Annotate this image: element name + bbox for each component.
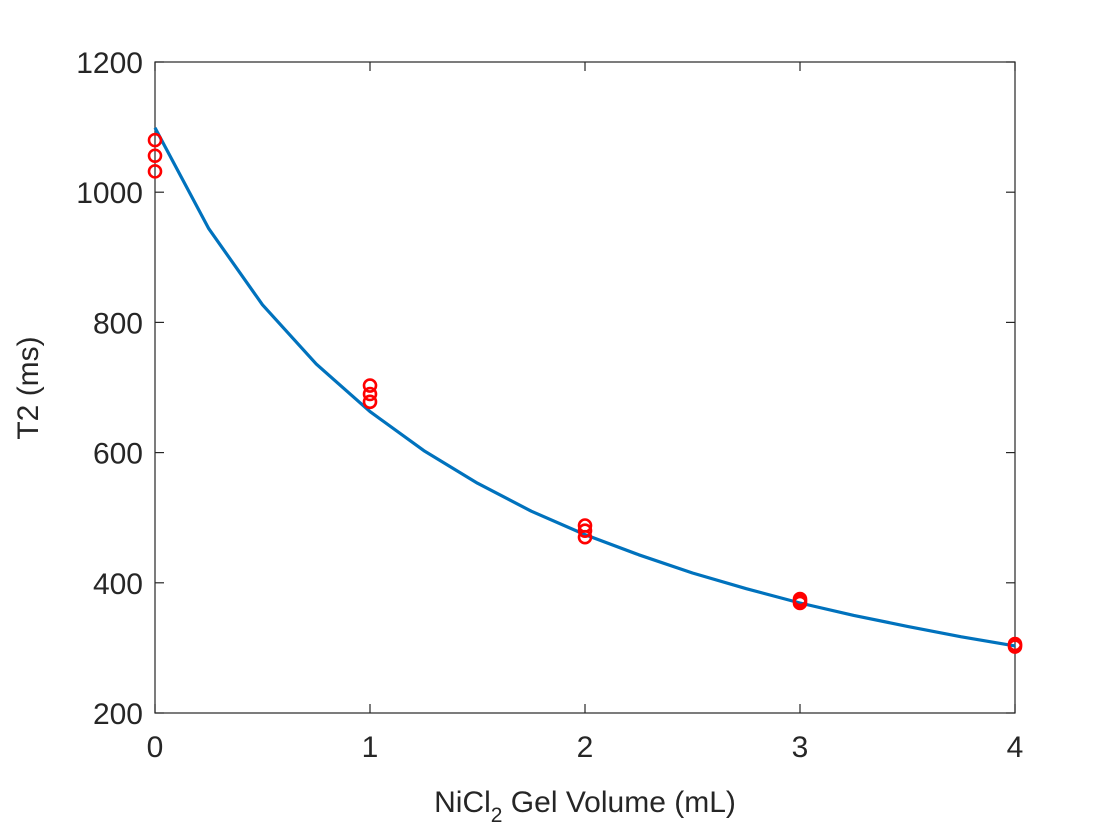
y-tick-label: 400 bbox=[93, 568, 143, 601]
series-layer bbox=[147, 127, 1023, 654]
y-tick-label: 1000 bbox=[76, 177, 143, 210]
x-axis-label: NiCl2 Gel Volume (mL) bbox=[434, 786, 736, 827]
y-tick-label: 200 bbox=[93, 698, 143, 731]
x-ticks: 0 1 2 3 4 bbox=[147, 62, 1024, 764]
x-tick-label: 2 bbox=[577, 731, 594, 764]
x-tick-label: 1 bbox=[362, 731, 379, 764]
axes-box bbox=[154, 61, 1016, 714]
data-point bbox=[792, 595, 808, 611]
x-tick-label: 0 bbox=[147, 731, 164, 764]
x-tick-label: 3 bbox=[792, 731, 809, 764]
data-point bbox=[577, 523, 593, 539]
y-tick-label: 600 bbox=[93, 438, 143, 471]
y-tick-label: 800 bbox=[93, 307, 143, 340]
data-point bbox=[362, 386, 378, 402]
plot-area: 0 1 2 3 4 200 400 600 800 1000 1200 bbox=[76, 47, 1023, 764]
y-ticks: 200 400 600 800 1000 1200 bbox=[76, 47, 1015, 731]
data-point bbox=[147, 132, 163, 148]
data-point bbox=[577, 529, 593, 545]
x-tick-label: 4 bbox=[1007, 731, 1024, 764]
data-point bbox=[362, 378, 378, 393]
y-axis-label: T2 (ms) bbox=[12, 336, 45, 439]
fit-curve bbox=[153, 127, 1016, 648]
data-point bbox=[1007, 639, 1023, 654]
y-tick-label: 1200 bbox=[76, 47, 143, 80]
data-point bbox=[362, 394, 378, 410]
data-point bbox=[147, 148, 163, 164]
data-point bbox=[147, 164, 163, 179]
